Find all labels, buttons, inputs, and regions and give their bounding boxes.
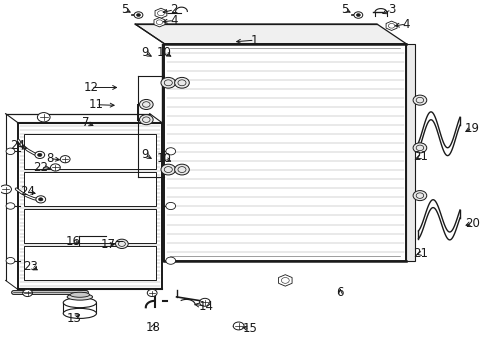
Text: 21: 21 xyxy=(414,247,428,260)
Text: 4: 4 xyxy=(171,14,178,27)
Text: 17: 17 xyxy=(100,238,116,251)
Polygon shape xyxy=(386,21,397,31)
Circle shape xyxy=(50,164,60,171)
Polygon shape xyxy=(155,8,167,18)
Ellipse shape xyxy=(63,298,97,308)
Circle shape xyxy=(23,289,32,297)
Circle shape xyxy=(140,114,153,125)
Text: 2: 2 xyxy=(171,3,178,16)
Circle shape xyxy=(38,153,42,157)
Circle shape xyxy=(60,156,70,163)
Circle shape xyxy=(356,14,360,17)
Text: 10: 10 xyxy=(157,46,172,59)
Text: 21: 21 xyxy=(414,150,428,163)
Text: 16: 16 xyxy=(66,235,80,248)
Text: 13: 13 xyxy=(67,311,81,325)
Circle shape xyxy=(413,143,427,153)
Circle shape xyxy=(36,196,46,203)
Circle shape xyxy=(161,164,175,175)
Circle shape xyxy=(0,185,11,194)
Ellipse shape xyxy=(67,294,93,300)
Text: 4: 4 xyxy=(402,18,410,31)
Bar xyxy=(24,246,156,280)
Ellipse shape xyxy=(63,309,97,319)
Text: 6: 6 xyxy=(337,287,344,300)
Circle shape xyxy=(137,14,141,17)
Circle shape xyxy=(233,322,244,330)
Circle shape xyxy=(413,95,427,105)
Bar xyxy=(24,209,156,243)
Circle shape xyxy=(166,148,175,155)
Bar xyxy=(164,44,406,261)
Text: 24: 24 xyxy=(20,185,35,198)
Text: 9: 9 xyxy=(141,148,148,161)
Text: 19: 19 xyxy=(465,122,480,135)
Text: 20: 20 xyxy=(465,216,480,230)
Circle shape xyxy=(6,203,15,209)
Circle shape xyxy=(6,257,15,264)
Circle shape xyxy=(116,239,128,248)
Circle shape xyxy=(147,289,157,297)
Text: 5: 5 xyxy=(122,3,129,16)
Text: 12: 12 xyxy=(84,81,98,94)
Text: 5: 5 xyxy=(342,3,349,16)
Text: 3: 3 xyxy=(388,3,395,16)
Polygon shape xyxy=(135,24,406,44)
Circle shape xyxy=(166,202,175,210)
Text: 22: 22 xyxy=(33,161,48,174)
Circle shape xyxy=(199,298,210,306)
Circle shape xyxy=(174,77,189,88)
Circle shape xyxy=(161,77,175,88)
Text: 24: 24 xyxy=(10,139,25,152)
Text: 15: 15 xyxy=(243,322,257,335)
Text: 9: 9 xyxy=(141,46,148,59)
Ellipse shape xyxy=(70,292,90,297)
Bar xyxy=(18,123,162,289)
Bar xyxy=(24,172,156,206)
Text: 1: 1 xyxy=(251,33,259,47)
Text: 18: 18 xyxy=(146,320,161,333)
Polygon shape xyxy=(154,18,165,27)
Bar xyxy=(24,134,156,169)
Circle shape xyxy=(39,198,43,201)
Circle shape xyxy=(37,113,50,122)
Text: 23: 23 xyxy=(24,260,38,273)
Polygon shape xyxy=(278,275,292,286)
Text: 14: 14 xyxy=(198,300,214,313)
Text: 10: 10 xyxy=(157,152,172,165)
Circle shape xyxy=(166,257,175,264)
Circle shape xyxy=(413,190,427,201)
Circle shape xyxy=(35,151,45,158)
Bar xyxy=(406,44,415,261)
Circle shape xyxy=(174,164,189,175)
Text: 8: 8 xyxy=(46,152,53,165)
Text: 7: 7 xyxy=(82,116,90,129)
Circle shape xyxy=(134,12,143,18)
Circle shape xyxy=(140,99,153,109)
Text: 11: 11 xyxy=(89,98,103,111)
Circle shape xyxy=(6,148,15,154)
Circle shape xyxy=(354,12,363,18)
